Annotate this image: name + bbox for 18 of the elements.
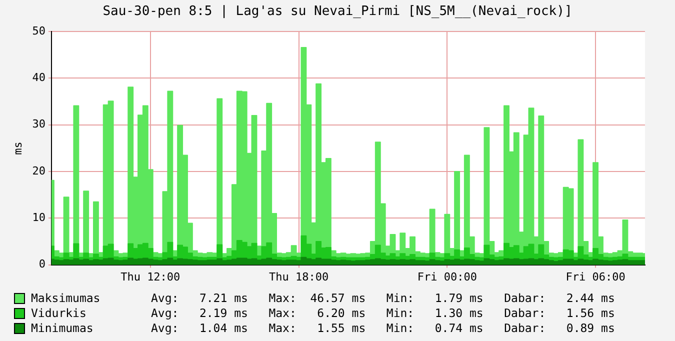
legend-label: Vidurkis — [31, 306, 88, 321]
y-tick-label: 10 — [32, 211, 46, 224]
y-tick-label: 50 — [32, 24, 46, 38]
x-tick-label: Fri 06:00 — [566, 270, 626, 284]
text: Avg: 1.04 ms Max: 1.55 ms Min: 0.74 ms Dabar: 0.89 ms — [151, 321, 615, 336]
chart-title: Sau-30-pen 8:5 | Lag'as su Nevai_Pirmi [NS_5M__(Nevai_rock)] — [102, 4, 574, 19]
y-tick-label: 40 — [32, 71, 46, 84]
y-tick-label: 0 — [38, 258, 46, 271]
text: Avg: 2.19 ms Max: 6.20 ms Min: 1.30 ms Dabar: 1.56 ms — [151, 306, 615, 321]
y-tick-label: 30 — [32, 118, 46, 131]
y-tick-label: 20 — [32, 164, 46, 178]
legend-label: Minimumas — [31, 321, 94, 336]
x-tick-label: Fri 00:00 — [417, 270, 477, 284]
x-tick-label: Thu 12:00 — [120, 270, 180, 284]
text: Avg: 7.21 ms Max: 46.57 ms Min: 1.79 ms Dabar: 2.44 ms — [151, 291, 615, 306]
x-tick-label: Thu 18:00 — [268, 270, 329, 284]
y-axis-title: ms — [11, 142, 24, 155]
legend-label: Maksimumas — [31, 291, 102, 306]
